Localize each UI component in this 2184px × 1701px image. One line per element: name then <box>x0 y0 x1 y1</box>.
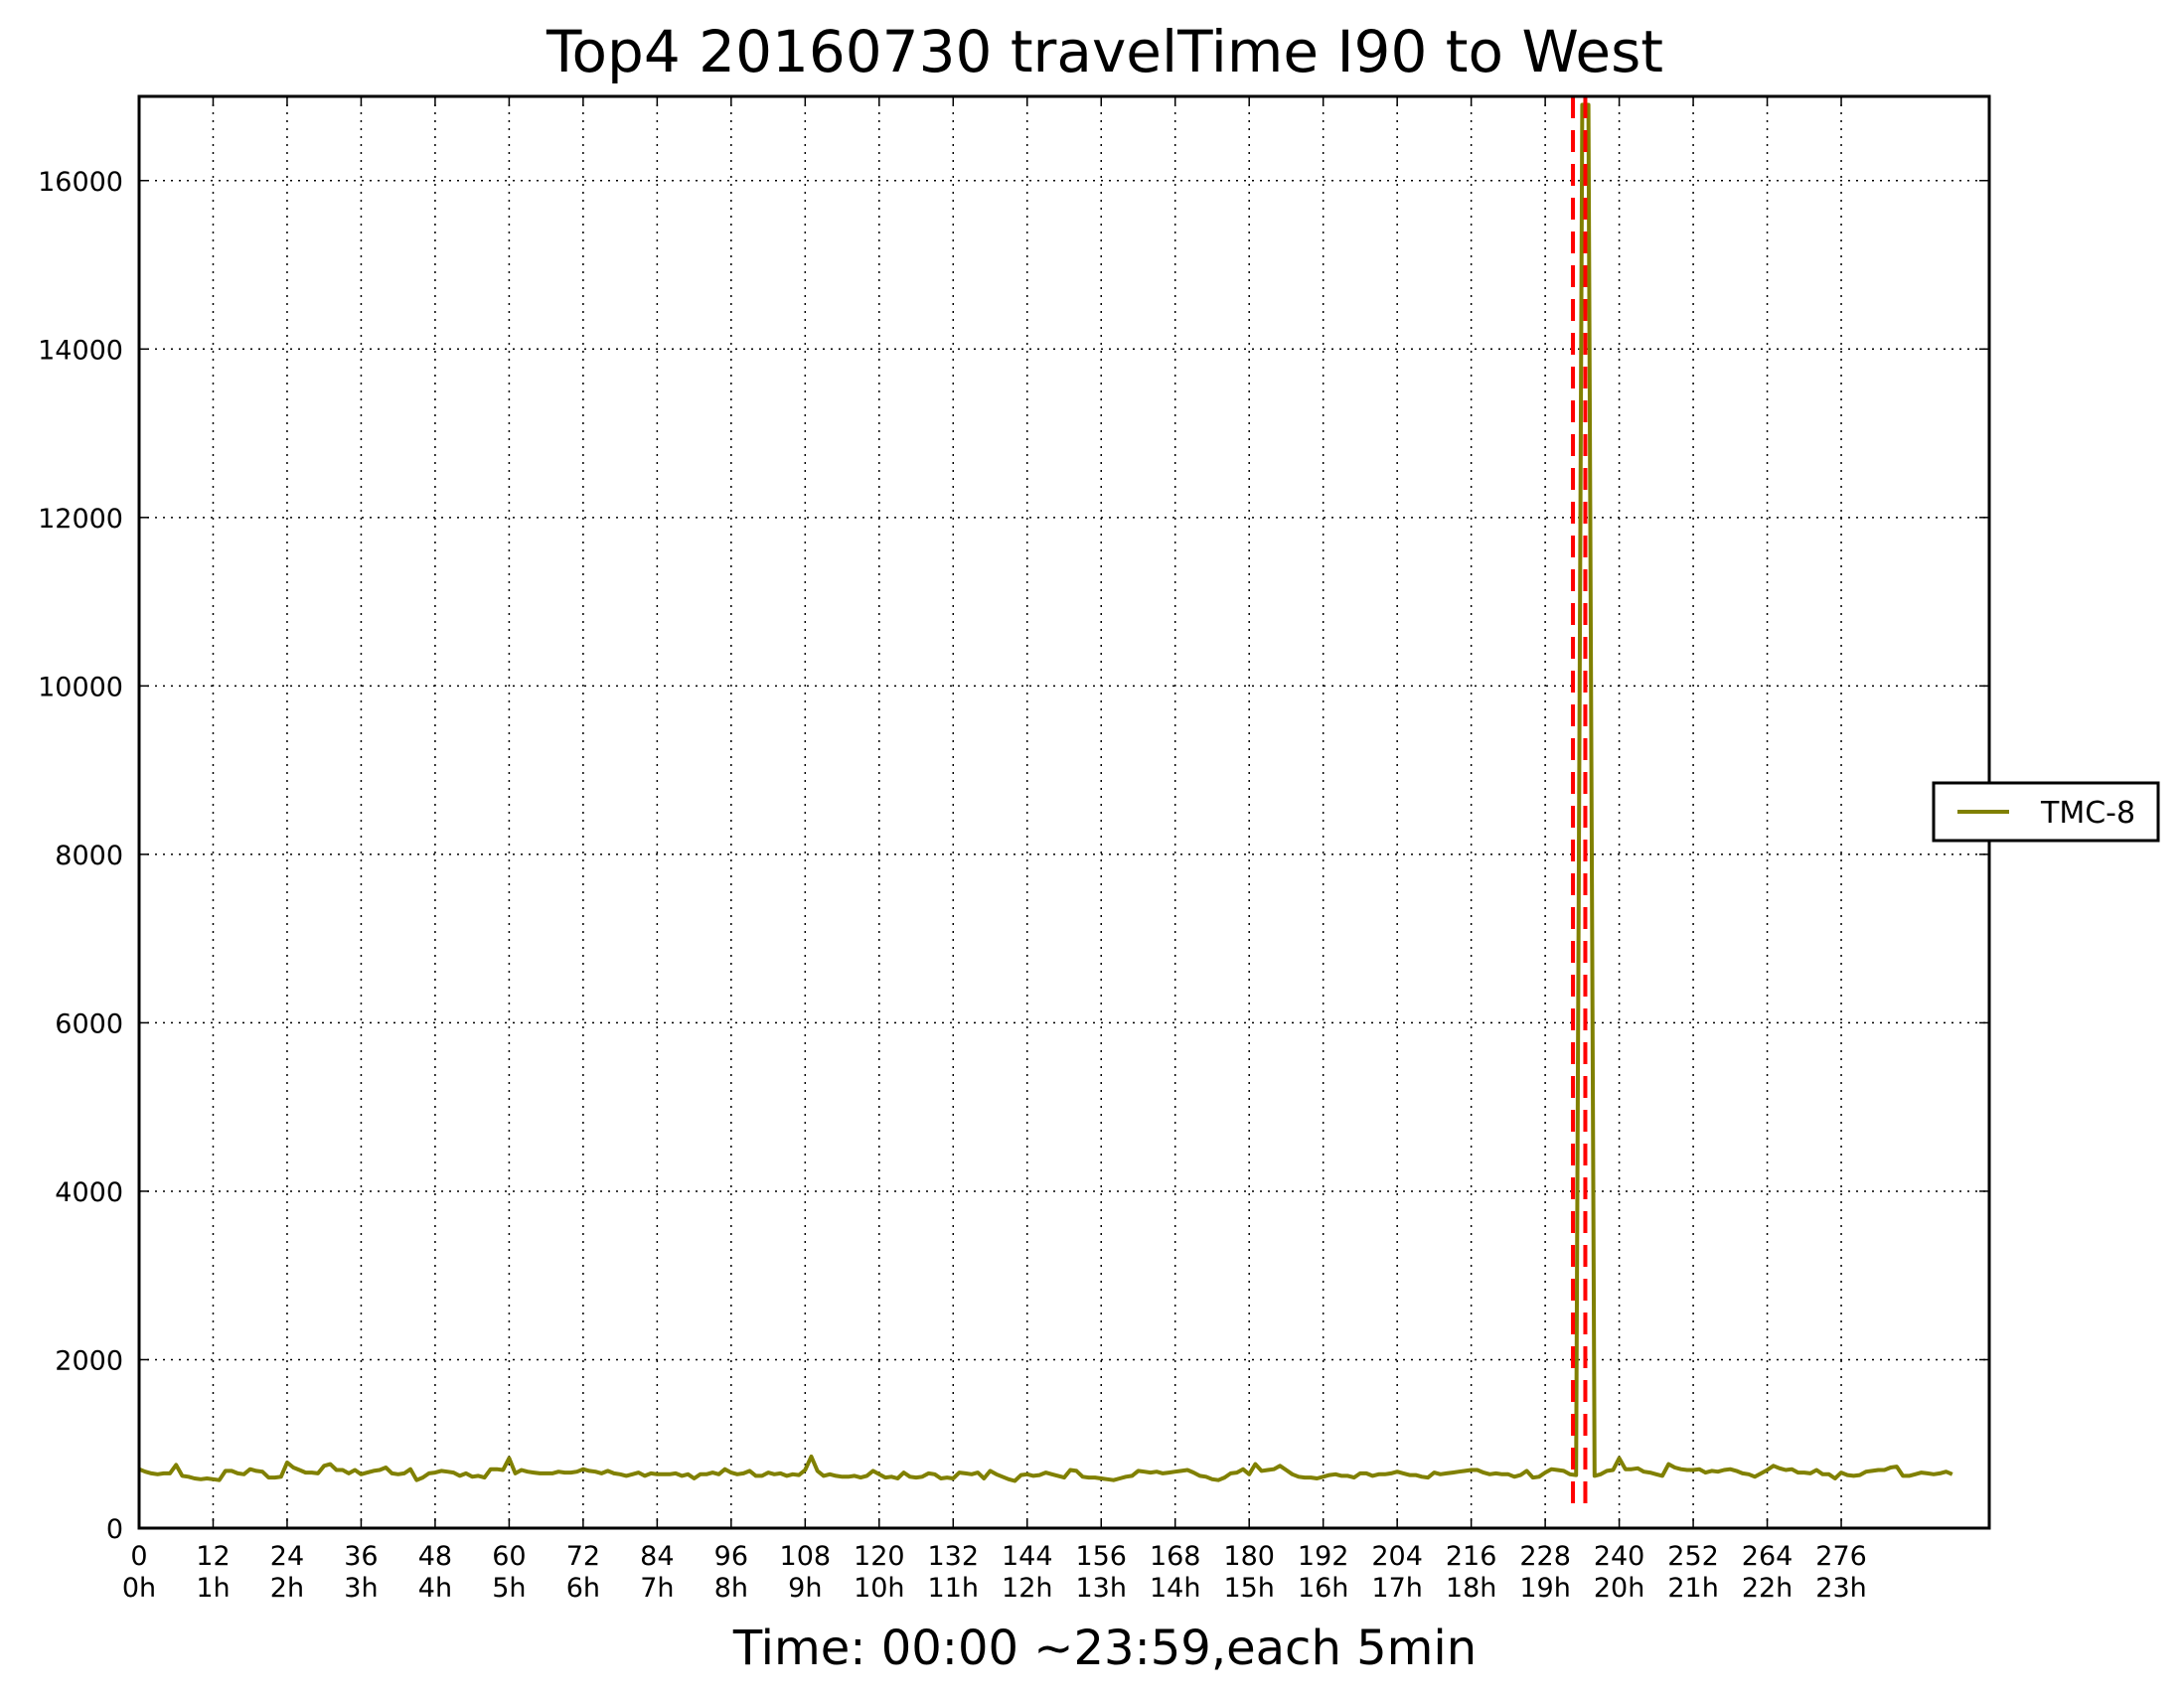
x-tick-sublabel: 8h <box>714 1573 748 1604</box>
x-tick-sublabel: 19h <box>1519 1573 1570 1604</box>
y-tick-label: 0 <box>106 1514 123 1545</box>
x-tick-label: 12 <box>196 1541 230 1572</box>
x-tick-sublabel: 16h <box>1298 1573 1348 1604</box>
y-tick-label: 14000 <box>38 335 123 366</box>
x-tick-sublabel: 12h <box>1002 1573 1052 1604</box>
y-tick-label: 2000 <box>55 1345 123 1376</box>
x-tick-label: 96 <box>714 1541 748 1572</box>
x-tick-label: 48 <box>418 1541 452 1572</box>
y-tick-label: 8000 <box>55 841 123 871</box>
x-tick-label: 240 <box>1594 1541 1645 1572</box>
x-tick-sublabel: 17h <box>1371 1573 1422 1604</box>
x-tick-sublabel: 3h <box>344 1573 378 1604</box>
x-tick-label: 252 <box>1667 1541 1719 1572</box>
x-tick-sublabel: 21h <box>1667 1573 1718 1604</box>
x-tick-sublabel: 23h <box>1815 1573 1866 1604</box>
x-tick-sublabel: 10h <box>854 1573 904 1604</box>
x-tick-label: 60 <box>492 1541 526 1572</box>
x-tick-label: 108 <box>780 1541 832 1572</box>
x-tick-label: 192 <box>1298 1541 1349 1572</box>
x-tick-sublabel: 13h <box>1076 1573 1127 1604</box>
x-tick-sublabel: 4h <box>418 1573 452 1604</box>
legend-box <box>1932 781 2160 843</box>
x-tick-sublabel: 11h <box>928 1573 979 1604</box>
x-tick-label: 120 <box>854 1541 905 1572</box>
series-line-tmc-8 <box>138 102 1953 1483</box>
y-tick-label: 6000 <box>55 1008 123 1039</box>
legend-label-tmc-8: TMC-8 <box>2040 796 2135 831</box>
x-tick-label: 180 <box>1223 1541 1275 1572</box>
x-tick-sublabel: 2h <box>270 1573 304 1604</box>
x-tick-sublabel: 6h <box>566 1573 600 1604</box>
x-tick-label: 72 <box>566 1541 600 1572</box>
series-layer <box>138 102 1953 1483</box>
x-tick-sublabel: 0h <box>122 1573 156 1604</box>
x-tick-label: 228 <box>1519 1541 1571 1572</box>
grid <box>139 96 1989 1528</box>
y-tick-label: 4000 <box>55 1177 123 1208</box>
x-tick-label: 132 <box>928 1541 980 1572</box>
chart-title: Top4 20160730 travelTime I90 to West <box>546 18 1663 85</box>
x-tick-sublabel: 9h <box>788 1573 822 1604</box>
y-axis: 0 2000 4000 6000 8000 10000 12000 14000 16000 <box>38 167 1989 1545</box>
x-tick-label: 276 <box>1815 1541 1867 1572</box>
plot-frame <box>137 94 1991 1530</box>
y-tick-label: 10000 <box>38 672 123 702</box>
x-tick-sublabel: 7h <box>640 1573 674 1604</box>
x-tick-label: 0 <box>130 1541 147 1572</box>
legend: TMC-8 <box>1932 781 2160 843</box>
x-tick-label: 168 <box>1150 1541 1201 1572</box>
x-tick-label: 216 <box>1446 1541 1497 1572</box>
x-tick-sublabel: 18h <box>1446 1573 1496 1604</box>
x-axis-label: Time: 00:00 ~23:59,each 5min <box>732 1621 1477 1676</box>
x-tick-sublabel: 5h <box>492 1573 526 1604</box>
x-tick-label: 84 <box>640 1541 674 1572</box>
x-tick-label: 36 <box>344 1541 378 1572</box>
x-tick-label: 24 <box>270 1541 304 1572</box>
y-tick-label: 16000 <box>38 167 123 198</box>
x-tick-sublabel: 20h <box>1594 1573 1644 1604</box>
x-tick-label: 156 <box>1075 1541 1127 1572</box>
x-tick-sublabel: 1h <box>196 1573 230 1604</box>
x-tick-label: 204 <box>1371 1541 1423 1572</box>
y-tick-label: 12000 <box>38 504 123 535</box>
x-tick-label: 264 <box>1742 1541 1794 1572</box>
x-tick-sublabel: 15h <box>1223 1573 1274 1604</box>
x-tick-sublabel: 22h <box>1742 1573 1793 1604</box>
x-tick-label: 144 <box>1002 1541 1053 1572</box>
x-tick-sublabel: 14h <box>1150 1573 1200 1604</box>
